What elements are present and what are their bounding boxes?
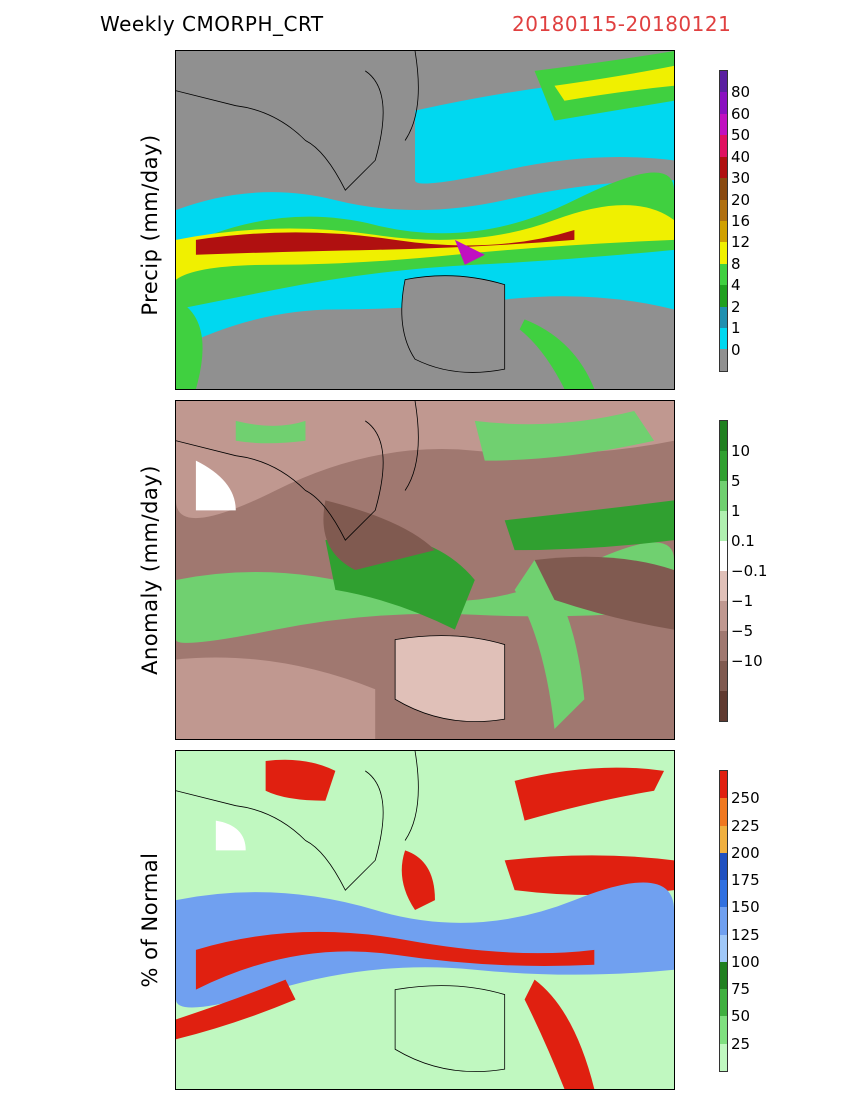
precip-colorbar-swatch	[720, 92, 727, 114]
anomaly-map[interactable]	[175, 400, 675, 740]
anomaly-colorbar-swatch	[720, 661, 727, 691]
date-range: 20180115-20180121	[512, 12, 732, 36]
anomaly-colorbar-swatch	[720, 601, 727, 631]
percent-colorbar-label: 225	[731, 816, 760, 835]
anomaly-colorbar-label: 5	[731, 472, 741, 490]
precip-colorbar-label: 0	[731, 340, 741, 359]
anomaly-colorbar-swatch	[720, 451, 727, 481]
anomaly-map-image	[176, 401, 674, 739]
anomaly-colorbar-label: 1	[731, 502, 741, 520]
percent-colorbar-swatch	[720, 989, 727, 1017]
precip-colorbar-swatch	[720, 156, 727, 179]
precip-colorbar-swatch	[720, 220, 727, 243]
anomaly-colorbar-swatch	[720, 691, 727, 721]
precip-colorbar	[719, 70, 728, 372]
anomaly-colorbar-label: 10	[731, 442, 751, 460]
percent-map-image	[176, 751, 674, 1089]
precip-colorbar-swatch	[720, 349, 727, 371]
percent-colorbar-label: 250	[731, 789, 760, 808]
percent-colorbar-label: 175	[731, 871, 760, 890]
percent-colorbar-label: 125	[731, 925, 760, 944]
anomaly-ylabel: Anomaly (mm/day)	[138, 465, 162, 675]
anomaly-colorbar-label: −5	[731, 622, 754, 640]
percent-colorbar-swatch	[720, 934, 727, 962]
precip-colorbar-label: 50	[731, 126, 751, 145]
anomaly-colorbar-label: −1	[731, 592, 754, 610]
anomaly-colorbar-label: −10	[731, 652, 763, 670]
anomaly-colorbar-label: 0.1	[731, 532, 755, 550]
percent-colorbar-swatch	[720, 825, 727, 853]
percent-colorbar-label: 75	[731, 980, 751, 999]
percent-colorbar-swatch	[720, 852, 727, 881]
anomaly-colorbar-swatch	[720, 571, 727, 601]
percent-colorbar	[719, 770, 728, 1072]
precip-colorbar-swatch	[720, 242, 727, 264]
precip-colorbar-swatch	[720, 263, 727, 286]
anomaly-colorbar-swatch	[720, 481, 727, 511]
anomaly-colorbar-swatch	[720, 541, 727, 571]
precip-colorbar-label: 30	[731, 169, 751, 188]
precip-colorbar-swatch	[720, 285, 727, 307]
anomaly-colorbar-swatch	[720, 631, 727, 661]
precip-map[interactable]	[175, 50, 675, 390]
precip-colorbar-label: 80	[731, 83, 751, 102]
percent-colorbar-label: 200	[731, 843, 760, 862]
percent-colorbar-label: 100	[731, 952, 760, 971]
percent-colorbar-swatch	[720, 798, 727, 826]
percent-ylabel: % of Normal	[138, 852, 162, 988]
precip-ylabel: Precip (mm/day)	[138, 134, 162, 316]
percent-colorbar-swatch	[720, 961, 727, 990]
precip-colorbar-label: 2	[731, 297, 741, 316]
precip-colorbar-label: 20	[731, 190, 751, 209]
percent-colorbar-label: 50	[731, 1007, 751, 1026]
figure-title: Weekly CMORPH_CRT	[100, 12, 324, 36]
precip-colorbar-swatch	[720, 199, 727, 221]
percent-colorbar-swatch	[720, 880, 727, 908]
precip-colorbar-label: 8	[731, 254, 741, 273]
anomaly-colorbar-swatch	[720, 511, 727, 541]
precip-colorbar-label: 12	[731, 233, 751, 252]
percent-colorbar-swatch	[720, 771, 727, 799]
precip-colorbar-swatch	[720, 71, 727, 93]
anomaly-colorbar-swatch	[720, 421, 727, 451]
precip-colorbar-label: 4	[731, 276, 741, 295]
percent-map[interactable]	[175, 750, 675, 1090]
percent-colorbar-swatch	[720, 1016, 727, 1044]
precip-colorbar-swatch	[720, 328, 727, 350]
percent-colorbar-swatch	[720, 907, 727, 935]
anomaly-colorbar	[719, 420, 728, 722]
precip-map-image	[176, 51, 674, 389]
precip-colorbar-label: 60	[731, 104, 751, 123]
precip-colorbar-label: 16	[731, 212, 751, 230]
precip-colorbar-swatch	[720, 178, 727, 200]
percent-colorbar-label: 25	[731, 1034, 751, 1053]
percent-colorbar-label: 150	[731, 898, 760, 917]
precip-colorbar-swatch	[720, 306, 727, 329]
anomaly-colorbar-label: −0.1	[731, 562, 768, 580]
precip-colorbar-swatch	[720, 135, 727, 157]
precip-colorbar-label: 40	[731, 147, 751, 166]
percent-colorbar-swatch	[720, 1043, 727, 1071]
precip-colorbar-label: 1	[731, 319, 741, 338]
precip-colorbar-swatch	[720, 113, 727, 136]
